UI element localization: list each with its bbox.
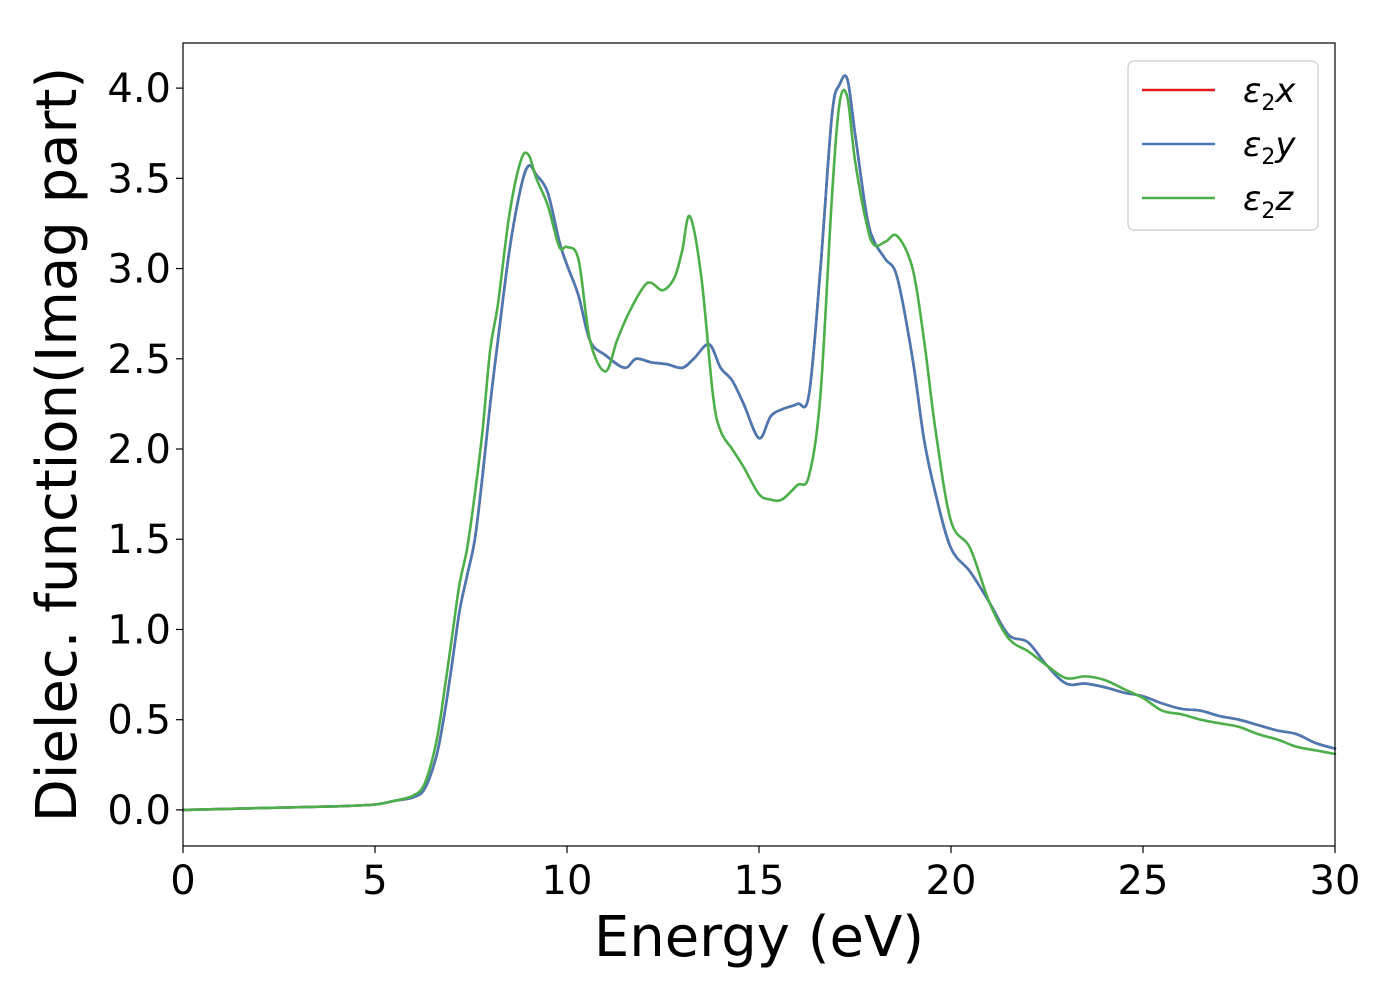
legend-label-y: ε2y bbox=[1243, 125, 1296, 170]
series-line-z bbox=[181, 88, 1337, 812]
y-tick-label: 1.5 bbox=[107, 517, 171, 563]
y-tick-label: 1.0 bbox=[107, 607, 171, 653]
y-tick-label: 3.5 bbox=[107, 156, 171, 202]
legend-box bbox=[1127, 60, 1319, 231]
x-tick-label: 30 bbox=[1310, 858, 1361, 904]
x-tick-label: 20 bbox=[926, 858, 977, 904]
legend: ε2x ε2y ε2z bbox=[1127, 60, 1319, 231]
y-tick-label: 0.0 bbox=[107, 788, 171, 834]
x-tick-label: 25 bbox=[1118, 858, 1169, 904]
y-tick-label: 4.0 bbox=[107, 66, 171, 112]
x-tick-label: 0 bbox=[170, 858, 195, 904]
x-axis-label: Energy (eV) bbox=[594, 905, 924, 970]
x-tick-label: 10 bbox=[542, 858, 593, 904]
y-tick-label: 2.5 bbox=[107, 337, 171, 383]
x-axis: 0 5 10 15 20 25 30 bbox=[170, 846, 1360, 904]
y-tick-label: 3.0 bbox=[107, 247, 171, 293]
y-tick-label: 0.5 bbox=[107, 698, 171, 744]
y-axis: 0.0 0.5 1.0 1.5 2.0 2.5 3.0 3.5 4.0 bbox=[107, 66, 183, 834]
y-axis-label: Dielec. function(Imag part) bbox=[25, 67, 90, 823]
x-tick-label: 5 bbox=[362, 858, 387, 904]
legend-label-x: ε2x bbox=[1243, 71, 1296, 116]
x-tick-label: 15 bbox=[734, 858, 785, 904]
series-line-y bbox=[181, 74, 1337, 812]
y-tick-label: 2.0 bbox=[107, 427, 171, 473]
legend-label-z: ε2z bbox=[1243, 179, 1294, 224]
series-layer bbox=[181, 74, 1337, 812]
